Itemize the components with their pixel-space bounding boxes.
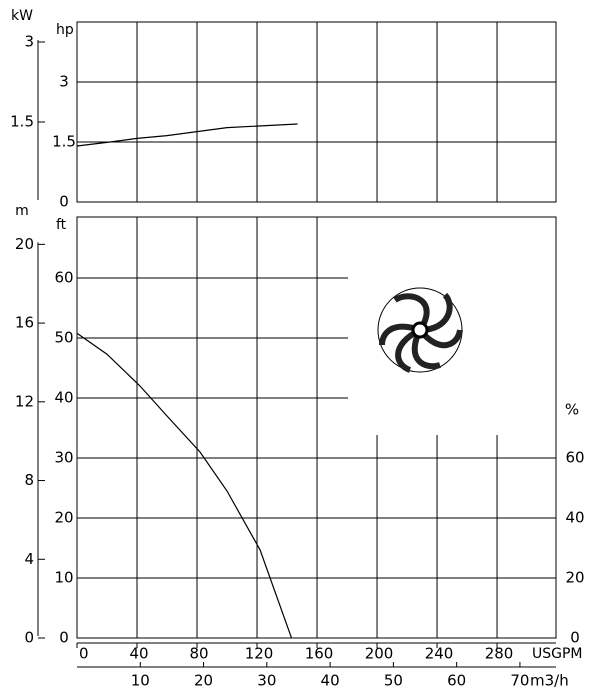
y-tick-label: 1.5 xyxy=(52,133,76,151)
y-tick-label: 50 xyxy=(54,329,73,347)
x-tick-label: 240 xyxy=(425,645,454,663)
impeller-icon xyxy=(377,287,463,373)
y-axis-label: hp xyxy=(56,22,74,38)
y2-tick-label: 16 xyxy=(15,314,34,332)
data-line xyxy=(76,332,293,639)
y2-tick-label: 12 xyxy=(15,392,34,410)
y3-tick-label: 40 xyxy=(565,508,584,526)
x2-tick-label: 10 xyxy=(131,672,150,690)
x-tick-label: 160 xyxy=(305,645,334,663)
y3-tick-label: 60 xyxy=(565,448,584,466)
x2-tick-label: 50 xyxy=(384,672,403,690)
y2-axis-label: kW xyxy=(11,8,33,24)
y2-tick-label: 20 xyxy=(15,235,34,253)
y2-tick-label: 0 xyxy=(24,629,34,647)
x2-tick-label: 60 xyxy=(447,672,466,690)
x2-tick-label: 40 xyxy=(321,672,340,690)
y2-tick-label: 1.5 xyxy=(10,113,34,131)
y2-axis-label: m xyxy=(15,203,29,219)
y3-tick-label: 0 xyxy=(570,629,580,647)
y3-tick-label: 20 xyxy=(565,568,584,586)
x2-tick-label: 70 xyxy=(510,672,529,690)
y-axis-label: ft xyxy=(56,217,67,233)
x-tick-label: 0 xyxy=(79,645,89,663)
data-line xyxy=(76,123,298,147)
x2-tick-label: 30 xyxy=(257,672,276,690)
y-tick-label: 40 xyxy=(54,389,73,407)
x-tick-label: 120 xyxy=(245,645,274,663)
x-tick-label: 280 xyxy=(485,645,514,663)
x-tick-label: 200 xyxy=(365,645,394,663)
panel-frame xyxy=(76,21,557,203)
y-tick-label: 60 xyxy=(54,269,73,287)
panel-frame xyxy=(76,216,557,639)
y2-tick-label: 4 xyxy=(24,550,34,568)
y-tick-label: 0 xyxy=(59,629,69,647)
y-tick-label: 20 xyxy=(54,509,73,527)
y-tick-label: 10 xyxy=(54,569,73,587)
x2-tick-label: 20 xyxy=(194,672,213,690)
x-tick-label: 80 xyxy=(189,645,208,663)
x2-axis-label: m3/h xyxy=(530,672,569,690)
y3-axis-label: % xyxy=(565,401,579,419)
x-axis-label: USGPM xyxy=(532,646,583,662)
y2-tick-label: 3 xyxy=(24,33,34,51)
x-tick-label: 40 xyxy=(129,645,148,663)
y-tick-label: 3 xyxy=(59,73,69,91)
y2-tick-label: 8 xyxy=(24,471,34,489)
y-tick-label: 30 xyxy=(54,449,73,467)
y-tick-label: 0 xyxy=(59,193,69,211)
